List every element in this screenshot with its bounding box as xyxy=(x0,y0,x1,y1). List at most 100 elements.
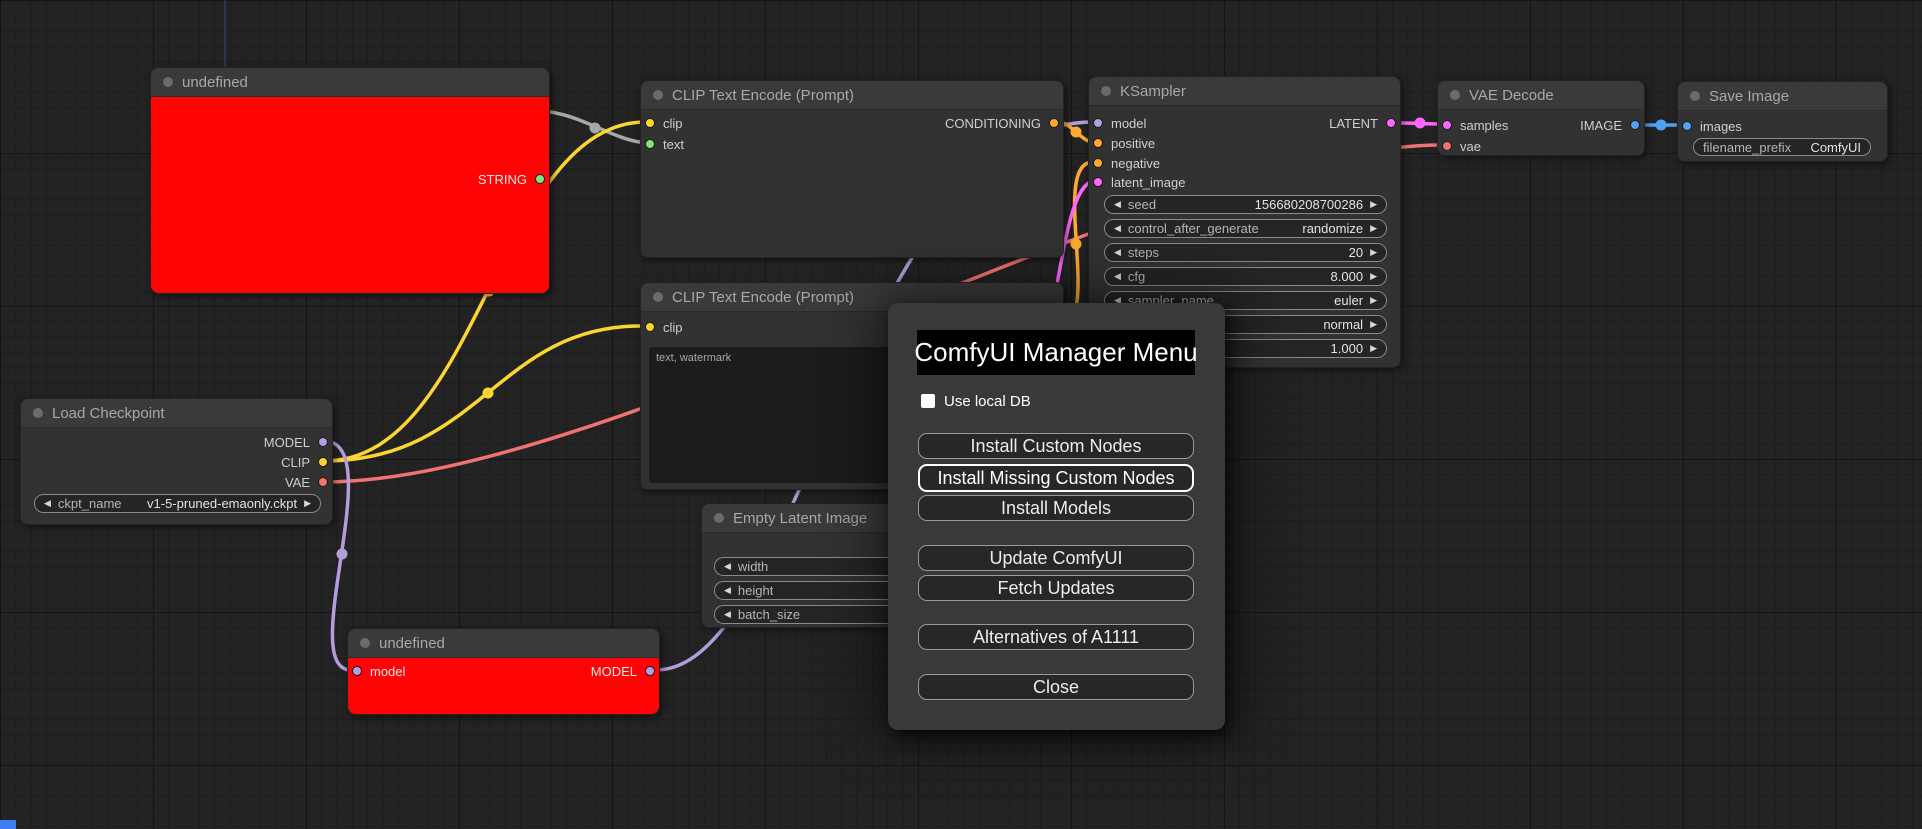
collapse-dot-icon[interactable] xyxy=(33,408,43,418)
output-dot-string[interactable] xyxy=(535,174,545,184)
input-slot-negative[interactable]: negative xyxy=(1093,153,1160,173)
increment-arrow-icon[interactable]: ▶ xyxy=(1370,247,1377,257)
input-slot-model[interactable]: model xyxy=(1093,113,1146,133)
collapse-dot-icon[interactable] xyxy=(163,77,173,87)
collapse-dot-icon[interactable] xyxy=(1101,86,1111,96)
decrement-arrow-icon[interactable]: ◀ xyxy=(1114,271,1121,281)
node-vae-decode[interactable]: VAE Decode samples vae IMAGE xyxy=(1437,80,1645,156)
output-slot-model[interactable]: MODEL xyxy=(591,661,655,681)
increment-arrow-icon[interactable]: ▶ xyxy=(1370,271,1377,281)
output-dot-model[interactable] xyxy=(318,437,328,447)
widget-filename-prefix[interactable]: filename_prefix ComfyUI xyxy=(1693,138,1871,156)
decrement-arrow-icon[interactable]: ◀ xyxy=(1114,295,1121,305)
install-custom-nodes-button[interactable]: Install Custom Nodes xyxy=(918,433,1194,459)
widget-steps[interactable]: ◀ steps 20 ▶ xyxy=(1104,243,1387,262)
widget-ckpt-name[interactable]: ◀ ckpt_name v1-5-pruned-emaonly.ckpt ▶ xyxy=(34,494,321,513)
widget-height[interactable]: ◀ height xyxy=(714,581,909,600)
use-local-db-checkbox[interactable] xyxy=(921,394,935,408)
input-slot-clip[interactable]: clip xyxy=(645,317,683,337)
fetch-updates-button[interactable]: Fetch Updates xyxy=(918,575,1194,601)
output-dot-conditioning[interactable] xyxy=(1049,118,1059,128)
collapse-dot-icon[interactable] xyxy=(1690,91,1700,101)
input-slot-clip[interactable]: clip xyxy=(645,113,683,133)
node-clip-text-encode-1[interactable]: CLIP Text Encode (Prompt) clip text COND… xyxy=(640,80,1064,258)
output-slot-image[interactable]: IMAGE xyxy=(1580,115,1640,135)
decrement-arrow-icon[interactable]: ◀ xyxy=(724,609,731,619)
increment-arrow-icon[interactable]: ▶ xyxy=(1370,223,1377,233)
input-slot-images[interactable]: images xyxy=(1682,116,1742,136)
node-load-checkpoint[interactable]: Load Checkpoint MODEL CLIP VAE ◀ ckpt_na… xyxy=(20,398,333,525)
output-slot-latent[interactable]: LATENT xyxy=(1329,113,1396,133)
output-slot-model[interactable]: MODEL xyxy=(264,432,328,452)
node-title-bar[interactable]: VAE Decode xyxy=(1438,81,1644,110)
input-dot-clip[interactable] xyxy=(645,322,655,332)
input-dot-negative[interactable] xyxy=(1093,158,1103,168)
decrement-arrow-icon[interactable]: ◀ xyxy=(1114,199,1121,209)
widget-label: ckpt_name xyxy=(57,496,122,511)
node-title-bar[interactable]: Save Image xyxy=(1678,82,1887,111)
collapse-dot-icon[interactable] xyxy=(653,292,663,302)
decrement-arrow-icon[interactable]: ◀ xyxy=(44,498,51,508)
install-models-button[interactable]: Install Models xyxy=(918,495,1194,521)
node-save-image[interactable]: Save Image images filename_prefix ComfyU… xyxy=(1677,81,1888,162)
output-dot-vae[interactable] xyxy=(318,477,328,487)
input-dot-model[interactable] xyxy=(1093,118,1103,128)
input-dot-text[interactable] xyxy=(645,139,655,149)
input-slot-text[interactable]: text xyxy=(645,134,684,154)
collapse-dot-icon[interactable] xyxy=(360,638,370,648)
collapse-dot-icon[interactable] xyxy=(1450,90,1460,100)
output-slot-vae[interactable]: VAE xyxy=(285,472,328,492)
input-dot-model[interactable] xyxy=(352,666,362,676)
output-dot-image[interactable] xyxy=(1630,120,1640,130)
widget-label: batch_size xyxy=(737,607,801,622)
input-dot-samples[interactable] xyxy=(1442,120,1452,130)
output-slot-clip[interactable]: CLIP xyxy=(281,452,328,472)
node-empty-latent-image[interactable]: Empty Latent Image ◀ width ◀ height ◀ ba… xyxy=(701,503,913,628)
output-slot-string[interactable]: STRING xyxy=(478,169,545,189)
widget-seed[interactable]: ◀ seed 156680208700286 ▶ xyxy=(1104,195,1387,214)
node-title-bar[interactable]: KSampler xyxy=(1089,77,1400,106)
increment-arrow-icon[interactable]: ▶ xyxy=(1370,319,1377,329)
output-slot-conditioning[interactable]: CONDITIONING xyxy=(945,113,1059,133)
collapse-dot-icon[interactable] xyxy=(653,90,663,100)
increment-arrow-icon[interactable]: ▶ xyxy=(1370,343,1377,353)
decrement-arrow-icon[interactable]: ◀ xyxy=(724,585,731,595)
install-missing-custom-nodes-button[interactable]: Install Missing Custom Nodes xyxy=(918,464,1194,492)
node-title-bar[interactable]: undefined xyxy=(348,629,659,658)
input-slot-latent-image[interactable]: latent_image xyxy=(1093,172,1185,192)
input-dot-clip[interactable] xyxy=(645,118,655,128)
output-dot-clip[interactable] xyxy=(318,457,328,467)
increment-arrow-icon[interactable]: ▶ xyxy=(1370,295,1377,305)
node-title-bar[interactable]: undefined xyxy=(151,68,549,97)
collapse-dot-icon[interactable] xyxy=(714,513,724,523)
widget-cfg[interactable]: ◀ cfg 8.000 ▶ xyxy=(1104,267,1387,286)
input-dot-images[interactable] xyxy=(1682,121,1692,131)
input-dot-vae[interactable] xyxy=(1442,141,1452,151)
input-dot-latent-image[interactable] xyxy=(1093,177,1103,187)
node-undefined-top[interactable]: undefined STRING xyxy=(150,67,550,294)
close-button[interactable]: Close xyxy=(918,674,1194,700)
update-comfyui-button[interactable]: Update ComfyUI xyxy=(918,545,1194,571)
decrement-arrow-icon[interactable]: ◀ xyxy=(1114,223,1121,233)
decrement-arrow-icon[interactable]: ◀ xyxy=(724,561,731,571)
input-slot-vae[interactable]: vae xyxy=(1442,136,1481,156)
node-title-bar[interactable]: Empty Latent Image xyxy=(702,504,912,533)
widget-width[interactable]: ◀ width xyxy=(714,557,909,576)
increment-arrow-icon[interactable]: ▶ xyxy=(1370,199,1377,209)
node-title-bar[interactable]: Load Checkpoint xyxy=(21,399,332,428)
output-dot-model[interactable] xyxy=(645,666,655,676)
widget-batch-size[interactable]: ◀ batch_size xyxy=(714,605,909,624)
decrement-arrow-icon[interactable]: ◀ xyxy=(1114,247,1121,257)
input-slot-samples[interactable]: samples xyxy=(1442,115,1508,135)
input-dot-positive[interactable] xyxy=(1093,138,1103,148)
use-local-db-row[interactable]: Use local DB xyxy=(921,393,1031,410)
input-slot-positive[interactable]: positive xyxy=(1093,133,1155,153)
input-slot-model[interactable]: model xyxy=(352,661,405,681)
increment-arrow-icon[interactable]: ▶ xyxy=(304,498,311,508)
widget-control-after-generate[interactable]: ◀ control_after_generate randomize ▶ xyxy=(1104,219,1387,238)
node-title-bar[interactable]: CLIP Text Encode (Prompt) xyxy=(641,81,1063,110)
node-undefined-bottom[interactable]: undefined model MODEL xyxy=(347,628,660,715)
alternatives-of-a1111-button[interactable]: Alternatives of A1111 xyxy=(918,624,1194,650)
output-dot-latent[interactable] xyxy=(1386,118,1396,128)
